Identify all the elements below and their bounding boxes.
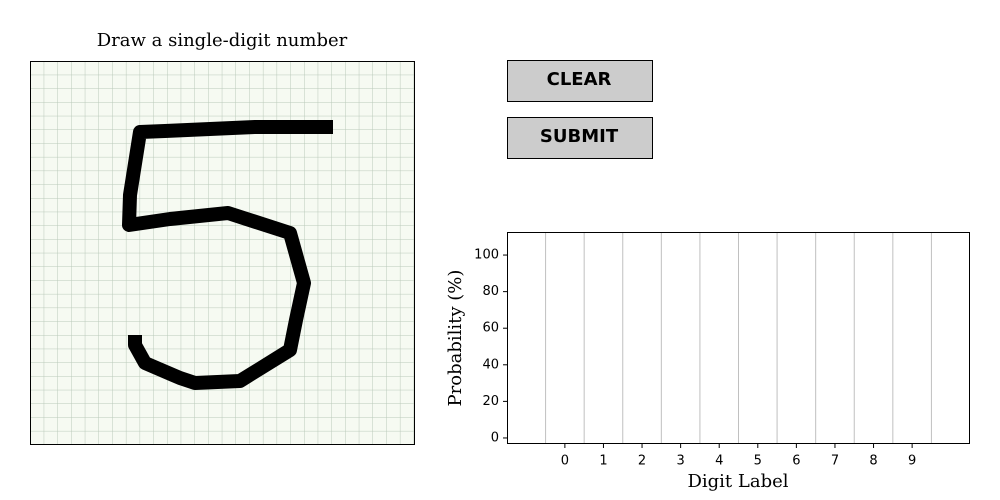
submit-button[interactable]: SUBMIT	[507, 117, 653, 159]
chart: 0 1 2 3 4 5 6 7 8 9 0 20 40 60 80 100	[474, 232, 970, 469]
x-tick-label: 8	[869, 454, 877, 469]
y-tick-label: 20	[482, 394, 499, 409]
y-axis-label: Probability (%)	[445, 270, 466, 407]
y-tick-label: 40	[482, 357, 499, 372]
x-tick-label: 5	[754, 454, 762, 469]
clear-button[interactable]: CLEAR	[507, 60, 653, 102]
x-tick-label: 0	[561, 454, 569, 469]
y-tick-label: 60	[482, 321, 499, 336]
y-tick-label: 0	[491, 430, 499, 445]
x-axis-label: Digit Label	[687, 471, 788, 492]
clear-button-bg[interactable]	[507, 60, 653, 102]
x-tick-label: 6	[792, 454, 800, 469]
canvas-border	[30, 61, 415, 445]
y-tick-label: 80	[482, 284, 499, 299]
plot-frame	[507, 232, 970, 444]
canvas-title: Draw a single-digit number	[97, 30, 348, 51]
submit-button-bg[interactable]	[507, 117, 653, 159]
x-tick-label: 1	[599, 454, 607, 469]
submit-button-label[interactable]: SUBMIT	[540, 126, 619, 147]
x-tick-label: 2	[638, 454, 646, 469]
x-tick-label: 4	[715, 454, 723, 469]
x-tick-label: 7	[831, 454, 839, 469]
drawn-stroke	[122, 120, 333, 390]
x-tick-label: 3	[676, 454, 684, 469]
x-tick-label: 9	[908, 454, 916, 469]
clear-button-label[interactable]: CLEAR	[547, 69, 612, 90]
y-tick-label: 100	[474, 248, 499, 263]
